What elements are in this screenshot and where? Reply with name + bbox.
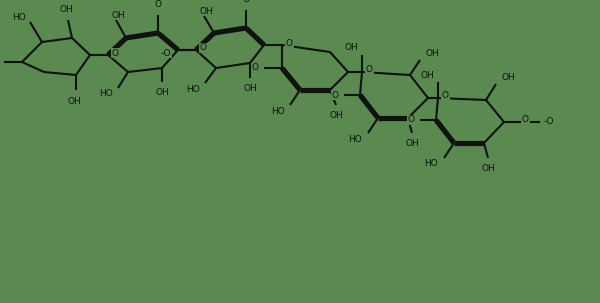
- Text: HO: HO: [271, 106, 285, 115]
- Text: -O: -O: [161, 48, 171, 58]
- Text: OH: OH: [67, 97, 81, 106]
- Text: OH: OH: [243, 84, 257, 93]
- Text: O: O: [155, 0, 161, 9]
- Text: OH: OH: [481, 164, 495, 173]
- Text: HO: HO: [12, 14, 26, 22]
- Text: HO: HO: [348, 135, 362, 144]
- Text: OH: OH: [112, 11, 126, 19]
- Text: O: O: [332, 91, 339, 99]
- Text: -O: -O: [544, 118, 554, 126]
- Text: OH: OH: [502, 74, 516, 82]
- Text: O: O: [442, 92, 449, 101]
- Text: O: O: [366, 65, 373, 75]
- Text: OH: OH: [59, 5, 73, 14]
- Text: O: O: [112, 48, 119, 58]
- Text: O: O: [408, 115, 415, 125]
- Text: HO: HO: [424, 159, 438, 168]
- Text: OH: OH: [405, 139, 419, 148]
- Text: OH: OH: [426, 48, 440, 58]
- Text: HO: HO: [99, 89, 113, 98]
- Text: OH: OH: [155, 88, 169, 97]
- Text: O: O: [252, 64, 259, 72]
- Text: HO: HO: [186, 85, 200, 94]
- Text: O: O: [242, 0, 250, 4]
- Text: OH: OH: [200, 6, 214, 15]
- Text: OH: OH: [329, 111, 343, 120]
- Text: O: O: [522, 115, 529, 125]
- Text: OH: OH: [344, 44, 358, 52]
- Text: OH: OH: [420, 72, 434, 81]
- Text: O: O: [200, 44, 207, 52]
- Text: O: O: [286, 38, 293, 48]
